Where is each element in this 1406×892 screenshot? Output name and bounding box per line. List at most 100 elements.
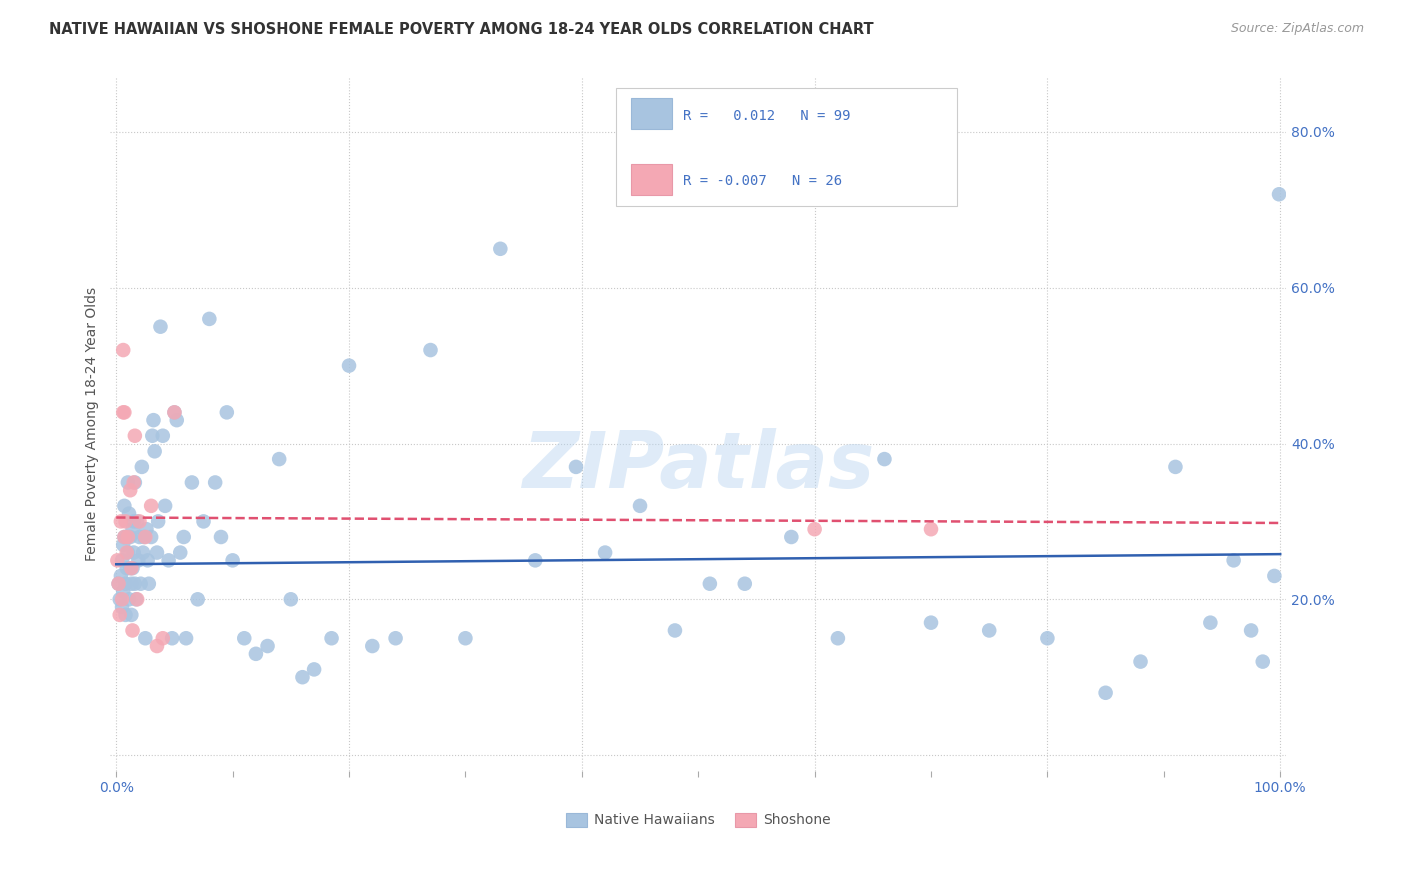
Point xyxy=(419,343,441,357)
Point xyxy=(108,607,131,622)
Point xyxy=(127,592,149,607)
Point xyxy=(121,561,143,575)
Legend: Native Hawaiians, Shoshone: Native Hawaiians, Shoshone xyxy=(560,807,837,833)
Point xyxy=(141,499,163,513)
Point xyxy=(124,576,146,591)
Point xyxy=(163,405,186,419)
Point xyxy=(163,405,186,419)
Point xyxy=(146,545,169,559)
Point xyxy=(114,607,136,622)
Point xyxy=(120,483,142,498)
Point xyxy=(321,632,343,646)
Point xyxy=(174,632,197,646)
Point xyxy=(115,545,138,559)
Point xyxy=(920,615,942,630)
Point xyxy=(141,428,163,442)
Point xyxy=(280,592,302,607)
Point xyxy=(135,522,157,536)
Point xyxy=(110,569,132,583)
Point xyxy=(209,530,232,544)
Point xyxy=(117,545,139,559)
Point xyxy=(115,561,138,575)
Point xyxy=(1268,187,1291,202)
Point xyxy=(112,405,135,419)
Point xyxy=(454,632,477,646)
Point xyxy=(160,632,183,646)
Point xyxy=(827,632,849,646)
Point xyxy=(111,553,134,567)
Point xyxy=(593,545,616,559)
Point xyxy=(153,499,176,513)
Point xyxy=(233,632,256,646)
Bar xyxy=(631,164,672,195)
Point xyxy=(215,405,238,419)
Point xyxy=(134,530,156,544)
Point xyxy=(105,553,128,567)
Point xyxy=(114,515,136,529)
Point xyxy=(1129,655,1152,669)
Point xyxy=(384,632,406,646)
Point xyxy=(111,600,134,615)
Point xyxy=(1240,624,1263,638)
Point xyxy=(114,576,136,591)
Point xyxy=(111,592,134,607)
Point xyxy=(565,459,588,474)
Point xyxy=(187,592,209,607)
Point xyxy=(131,459,153,474)
Point xyxy=(112,530,135,544)
Point xyxy=(120,576,142,591)
Point xyxy=(173,530,195,544)
Point xyxy=(121,522,143,536)
Point xyxy=(245,647,267,661)
Point xyxy=(136,553,159,567)
Point xyxy=(142,413,165,427)
Point xyxy=(115,530,138,544)
Point xyxy=(120,530,142,544)
Point xyxy=(1263,569,1285,583)
Text: NATIVE HAWAIIAN VS SHOSHONE FEMALE POVERTY AMONG 18-24 YEAR OLDS CORRELATION CHA: NATIVE HAWAIIAN VS SHOSHONE FEMALE POVER… xyxy=(49,22,875,37)
Point xyxy=(128,530,150,544)
Point xyxy=(112,499,135,513)
Point xyxy=(628,499,651,513)
Point xyxy=(291,670,314,684)
Point xyxy=(132,545,155,559)
Point xyxy=(112,405,135,419)
Point xyxy=(138,576,160,591)
Point xyxy=(112,538,135,552)
Point xyxy=(780,530,803,544)
Point xyxy=(107,576,129,591)
Point xyxy=(221,553,243,567)
Point xyxy=(122,515,145,529)
Point xyxy=(122,475,145,490)
Point xyxy=(146,639,169,653)
Bar xyxy=(631,98,672,129)
Point xyxy=(108,592,131,607)
Point xyxy=(112,343,135,357)
Point xyxy=(112,584,135,599)
Point xyxy=(146,515,169,529)
Point xyxy=(120,561,142,575)
Point xyxy=(125,592,148,607)
Point xyxy=(803,522,825,536)
Point xyxy=(302,662,325,676)
Text: R = -0.007   N = 26: R = -0.007 N = 26 xyxy=(683,175,842,188)
Point xyxy=(143,444,166,458)
Point xyxy=(204,475,226,490)
Text: Source: ZipAtlas.com: Source: ZipAtlas.com xyxy=(1230,22,1364,36)
Point xyxy=(337,359,360,373)
Text: ZIPatlas: ZIPatlas xyxy=(522,427,875,504)
Point xyxy=(269,452,291,467)
Point xyxy=(664,624,686,638)
Point xyxy=(920,522,942,536)
Point xyxy=(122,545,145,559)
Point xyxy=(180,475,202,490)
Point xyxy=(489,242,512,256)
Point xyxy=(873,452,896,467)
Point xyxy=(121,624,143,638)
Point xyxy=(152,632,174,646)
Point xyxy=(524,553,547,567)
Point xyxy=(1036,632,1059,646)
Point xyxy=(110,515,132,529)
Point xyxy=(107,576,129,591)
Point xyxy=(149,319,172,334)
